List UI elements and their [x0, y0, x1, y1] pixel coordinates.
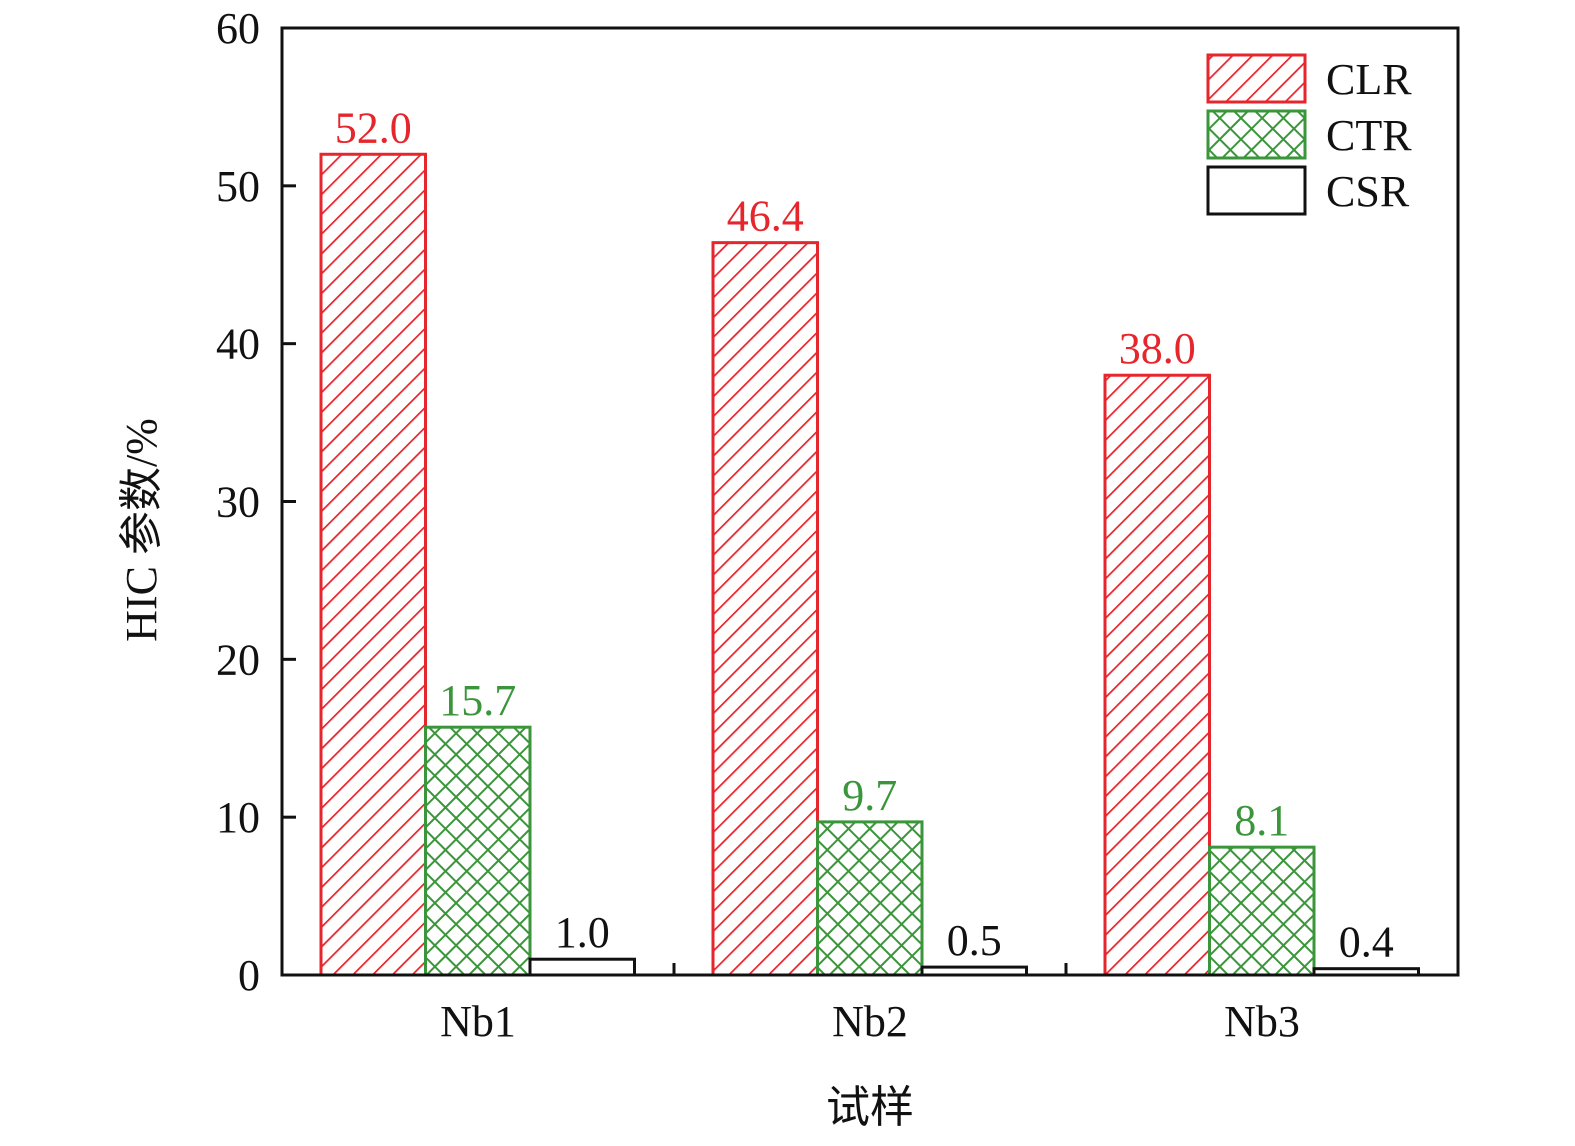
y-tick-label: 20	[216, 635, 260, 684]
data-label: 52.0	[335, 103, 412, 152]
bar-csr-nb1	[528, 957, 636, 977]
x-tick-label: Nb3	[1224, 997, 1300, 1046]
y-tick-label: 30	[216, 478, 260, 527]
bar-clr-nb2	[711, 241, 819, 977]
y-tick-label: 50	[216, 162, 260, 211]
legend-label: CTR	[1326, 111, 1412, 160]
data-label: 1.0	[555, 908, 610, 957]
legend-swatch-clr	[1206, 53, 1307, 104]
data-label: 38.0	[1119, 324, 1196, 373]
data-label: 9.7	[842, 771, 897, 820]
x-tick-label: Nb1	[440, 997, 516, 1046]
y-tick-label: 0	[238, 951, 260, 1000]
x-tick-label: Nb2	[832, 997, 908, 1046]
bar-ctr-nb3	[1208, 845, 1316, 977]
y-tick-label: 40	[216, 320, 260, 369]
y-tick-label: 60	[216, 4, 260, 53]
data-label: 46.4	[727, 192, 804, 241]
bar-clr-nb3	[1103, 373, 1211, 977]
bar-clr-nb1	[319, 152, 427, 977]
y-axis-label: HIC 参数/%	[117, 418, 166, 642]
legend-swatch-ctr	[1206, 109, 1307, 160]
y-tick-label: 10	[216, 793, 260, 842]
data-label: 8.1	[1234, 796, 1289, 845]
legend-swatch-csr	[1206, 165, 1307, 216]
data-label: 0.5	[947, 916, 1002, 965]
x-axis-label: 试样	[826, 1083, 914, 1132]
bar-ctr-nb2	[816, 820, 924, 977]
legend-label: CSR	[1326, 167, 1410, 216]
data-label: 15.7	[439, 676, 516, 725]
legend-label: CLR	[1326, 55, 1412, 104]
bar-ctr-nb1	[424, 725, 532, 977]
data-label: 0.4	[1339, 918, 1394, 967]
